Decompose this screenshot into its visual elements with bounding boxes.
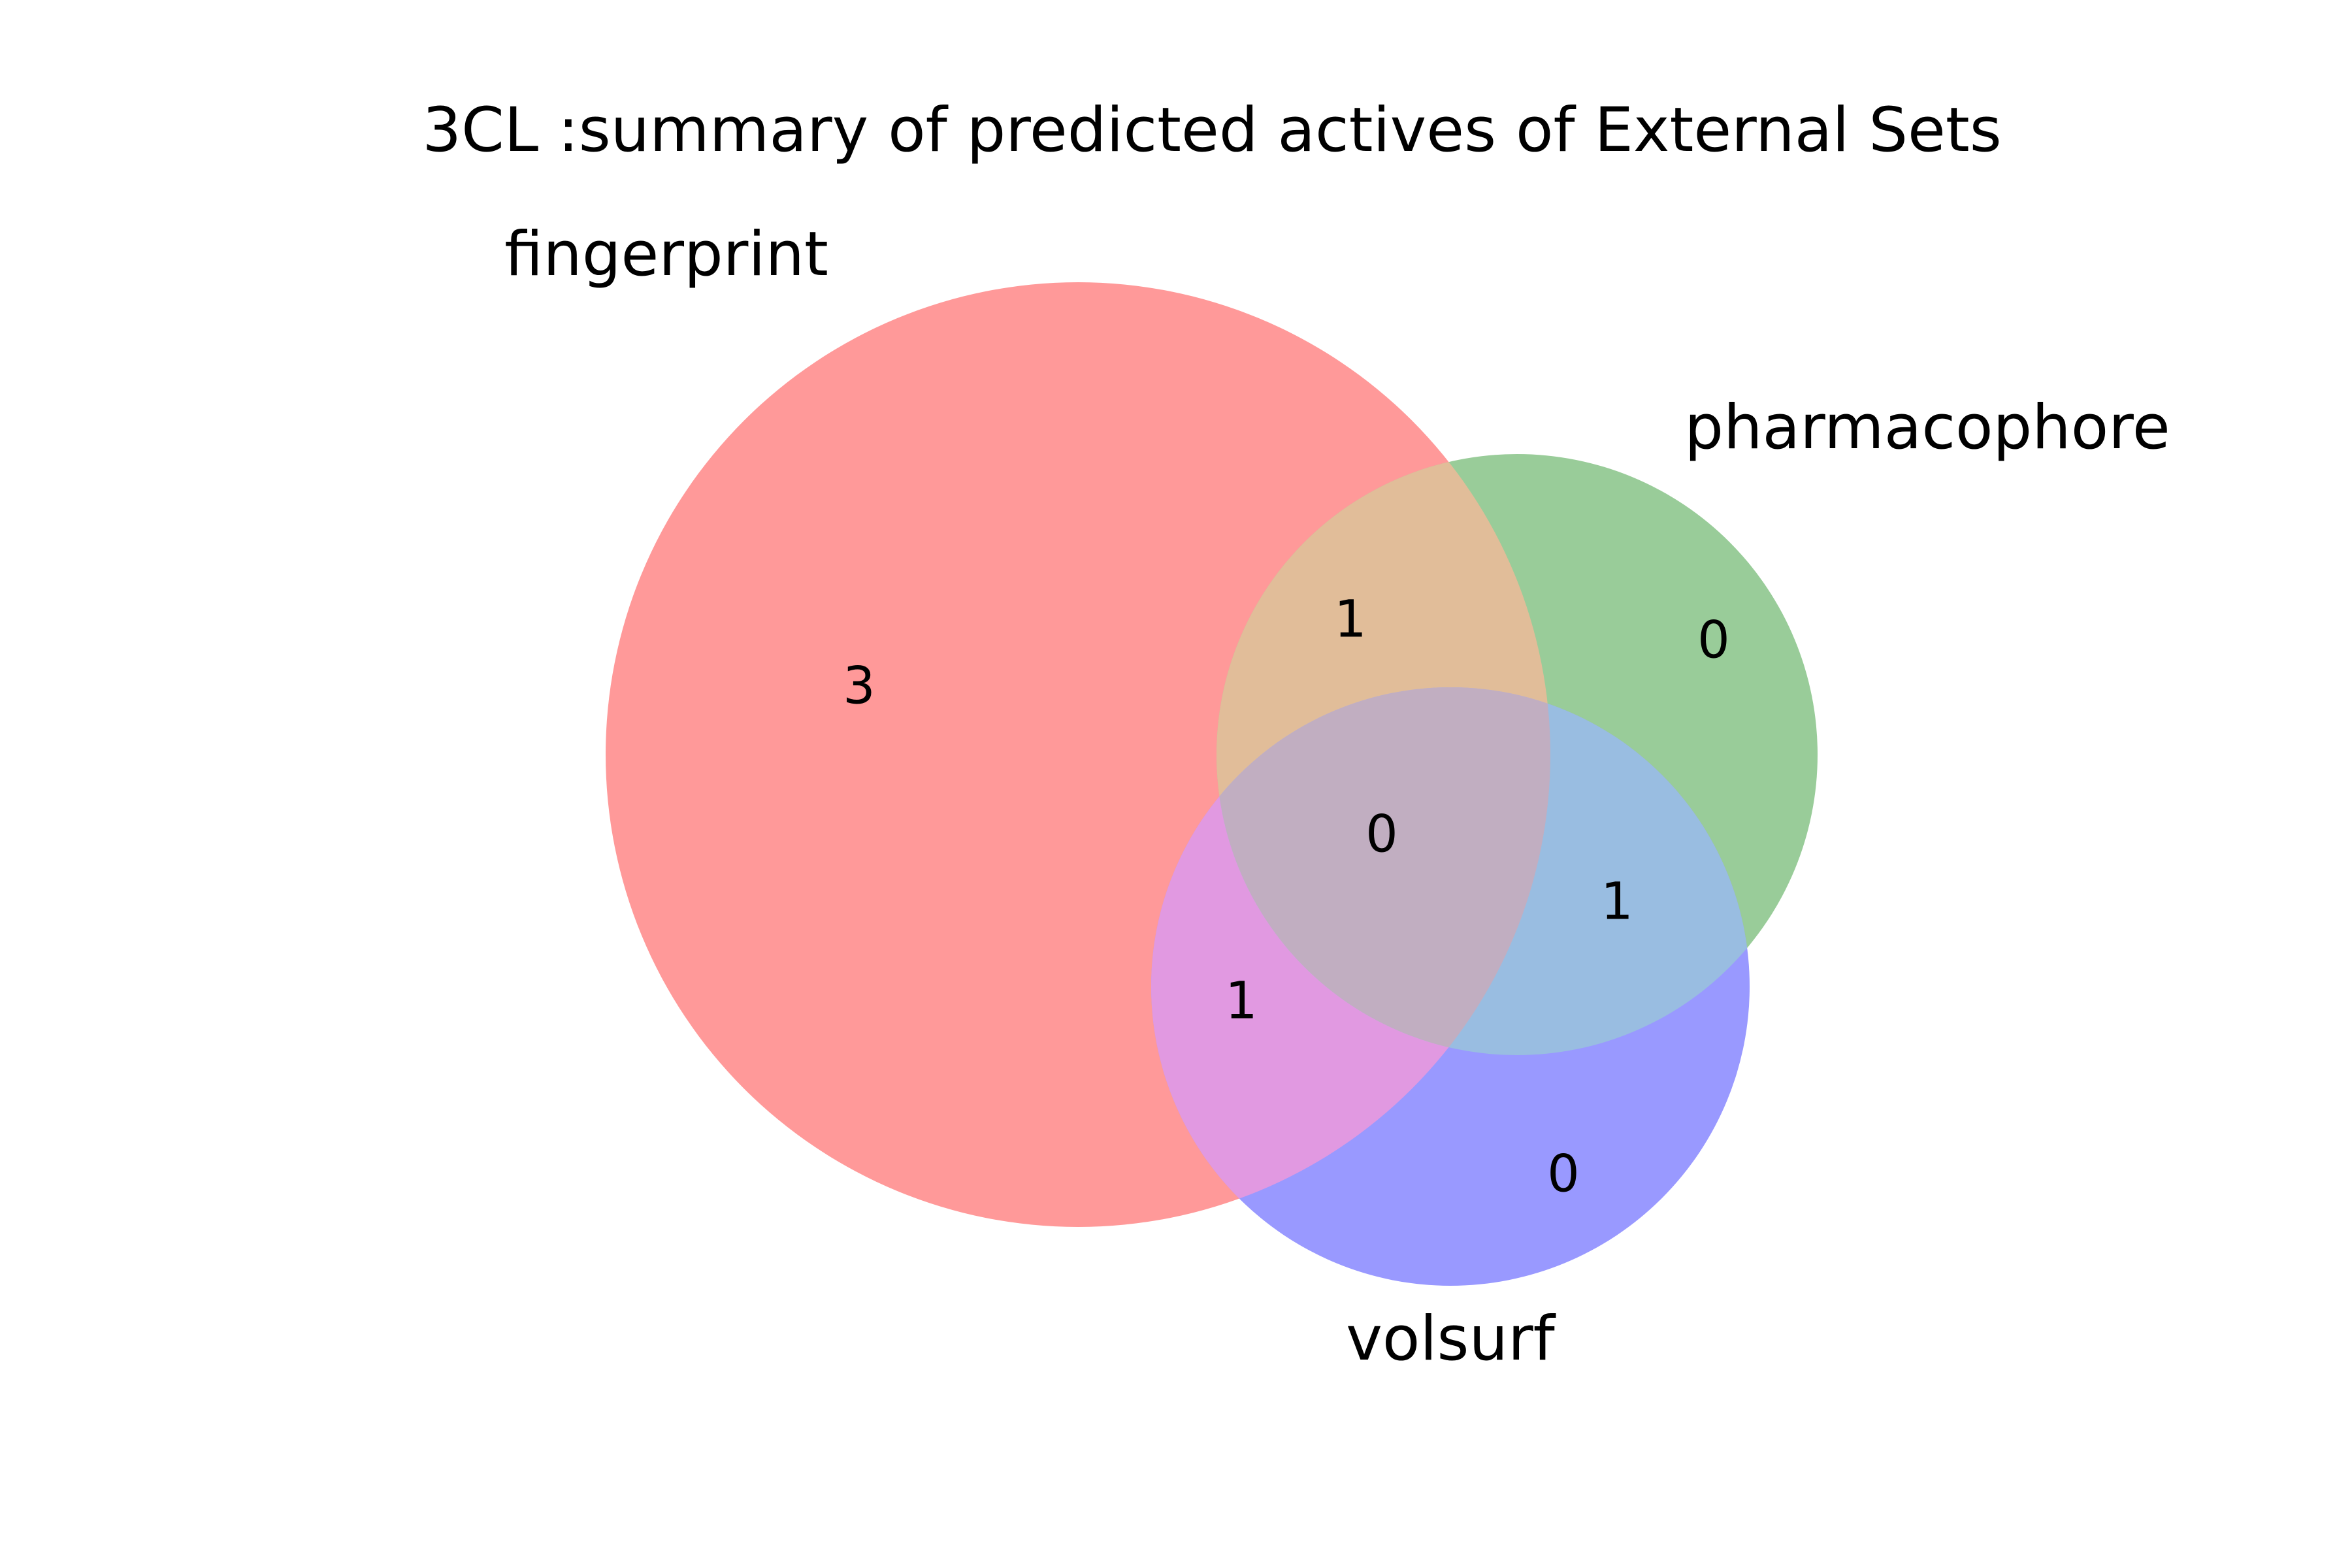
- count-volsurf-only: 0: [1547, 1145, 1580, 1203]
- overlap-all-three: [1217, 687, 1550, 1055]
- count-fingerprint-pharmacophore: 1: [1334, 590, 1367, 649]
- chart-title: 3CL :summary of predicted actives of Ext…: [422, 95, 2001, 166]
- set-label-fingerprint: fingerprint: [504, 219, 828, 290]
- count-all-three: 0: [1365, 805, 1398, 864]
- set-label-pharmacophore: pharmacophore: [1684, 392, 2170, 463]
- count-fingerprint-volsurf: 1: [1225, 972, 1258, 1030]
- count-pharmacophore-volsurf: 1: [1601, 872, 1633, 931]
- count-pharmacophore-only: 0: [1697, 611, 1730, 670]
- set-label-volsurf: volsurf: [1346, 1303, 1556, 1375]
- count-fingerprint-only: 3: [843, 657, 875, 715]
